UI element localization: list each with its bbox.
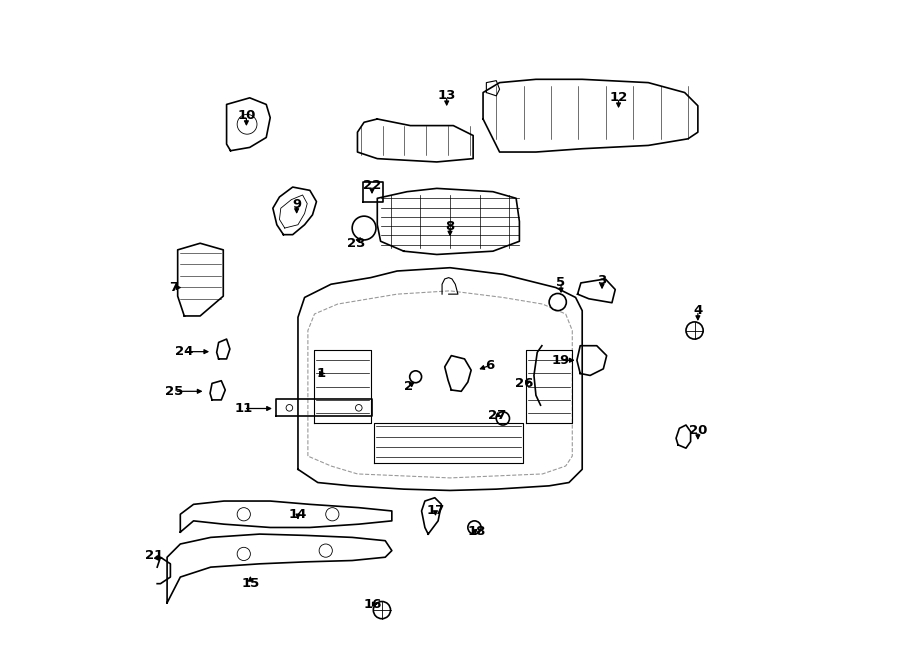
Text: 8: 8 — [446, 219, 454, 233]
Text: 16: 16 — [364, 598, 382, 611]
Text: 17: 17 — [427, 504, 445, 517]
Text: 11: 11 — [235, 402, 253, 415]
Text: 24: 24 — [176, 345, 194, 358]
Text: 20: 20 — [688, 424, 707, 438]
Text: 10: 10 — [238, 109, 256, 122]
Text: 19: 19 — [552, 354, 571, 367]
Text: 4: 4 — [693, 304, 703, 317]
Text: 9: 9 — [292, 198, 302, 212]
Text: 6: 6 — [485, 359, 494, 372]
Text: 12: 12 — [609, 91, 627, 104]
Text: 3: 3 — [598, 274, 607, 288]
Text: 2: 2 — [404, 380, 413, 393]
Text: 18: 18 — [467, 525, 486, 538]
Text: 25: 25 — [166, 385, 184, 398]
Text: 5: 5 — [556, 276, 565, 290]
Text: 22: 22 — [363, 178, 381, 192]
Text: 13: 13 — [437, 89, 456, 102]
Text: 26: 26 — [515, 377, 533, 390]
Text: 7: 7 — [169, 281, 178, 294]
Text: 21: 21 — [146, 549, 164, 562]
Text: 14: 14 — [289, 508, 307, 521]
Text: 15: 15 — [241, 576, 259, 590]
Text: 1: 1 — [317, 367, 326, 380]
Text: 23: 23 — [347, 237, 365, 250]
Text: 27: 27 — [489, 408, 507, 422]
